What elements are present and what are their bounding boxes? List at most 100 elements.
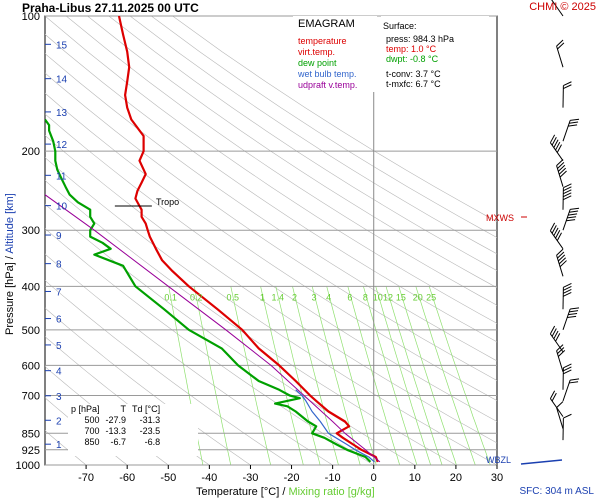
- level-stats-table: p [hPa] T Td [°C] 500 -27.9 -31.3 700 -1…: [68, 404, 163, 448]
- surface-elevation: SFC: 304 m ASL: [519, 486, 594, 497]
- series-temperature: [117, 16, 379, 463]
- mixing-ratio-label: 12: [383, 292, 393, 302]
- mixing-ratio-label: 3: [312, 292, 317, 302]
- legend-item-virt-temp: virt.temp.: [298, 47, 336, 57]
- wind-barb-staff: [549, 142, 564, 161]
- altitude-tick-label: 5: [56, 341, 62, 352]
- wind-barb-flag: [563, 84, 572, 90]
- x-tick-label: 30: [491, 472, 503, 484]
- table-row: 850 -6.7 -6.8: [68, 437, 163, 448]
- dry-adiabat: [45, 113, 497, 422]
- stats-cell: -23.5: [139, 426, 161, 436]
- x-tick-label: -40: [201, 472, 217, 484]
- wind-barb-staff: [549, 0, 564, 17]
- wind-barb: [556, 344, 566, 372]
- mixing-ratio-label: 10: [373, 292, 383, 302]
- credit: CHMI © 2025: [529, 1, 596, 13]
- wind-barb-flag: [558, 167, 567, 175]
- wind-barb: [556, 39, 565, 68]
- wind-barb-flag: [555, 230, 561, 239]
- wind-barb-flag: [557, 349, 566, 357]
- wind-barb-flag: [556, 401, 564, 409]
- altitude-tick-label: 3: [56, 392, 62, 403]
- legend-item-temperature: temperature: [298, 36, 347, 46]
- surface-tconv: t-conv: 3.7 °C: [386, 69, 441, 79]
- pressure-tick-label: 400: [22, 281, 40, 293]
- mixing-ratio-label: 1: [260, 292, 265, 302]
- altitude-tick-label: 7: [56, 287, 62, 298]
- x-tick-label: -60: [119, 472, 135, 484]
- stats-cell: -31.3: [139, 415, 161, 425]
- temperature-tick-labels: -70 -60 -50 -40 -30 -20 -10 0 10 20 30: [78, 465, 503, 484]
- wind-barb-staff: [562, 308, 571, 330]
- wind-barb-flag: [551, 392, 557, 402]
- wind-barb-flag: [556, 159, 564, 167]
- wind-barb-flag: [553, 227, 559, 236]
- y-axis-label: Pressure [hPa] / Altitude [km]: [4, 193, 16, 335]
- wind-barb-flag: [551, 137, 557, 146]
- mixing-ratio-label: 6: [347, 292, 352, 302]
- stats-cell: 700: [84, 426, 100, 436]
- wind-barb-flag: [557, 164, 566, 172]
- surface-tmxfc: t-mxfc: 6.7 °C: [386, 79, 441, 89]
- legend-item-dew-point: dew point: [298, 58, 337, 68]
- wind-barb: [562, 282, 572, 310]
- mixing-ratio-label: 4: [326, 292, 331, 302]
- chart-title: Praha-Libus 27.11.2025 00 UTC: [22, 1, 199, 15]
- wind-barb-staff: [556, 407, 564, 429]
- x-tick-label: -50: [160, 472, 176, 484]
- wind-barb-flag: [570, 378, 580, 381]
- wind-barb-flag: [563, 189, 572, 195]
- wind-barb-flag: [557, 42, 565, 50]
- series-wet-bulb-temp: [295, 389, 375, 463]
- mixing-ratio-label: 0.1: [164, 292, 177, 302]
- wind-barb-staff: [562, 120, 571, 142]
- wind-barb-staff: [556, 255, 564, 277]
- y-axis-label-pressure: Pressure [hPa]: [4, 262, 16, 335]
- altitude-tick-label: 8: [56, 260, 62, 271]
- wind-barb: [549, 222, 564, 250]
- x-tick-label: -70: [78, 472, 94, 484]
- wind-barb-flag: [563, 288, 572, 294]
- surface-wind-marker: [520, 459, 563, 465]
- stats-header-td: Td [°C]: [132, 404, 161, 414]
- wind-barb-flag: [556, 144, 562, 153]
- wind-barb-staff: [549, 230, 564, 250]
- pressure-tick-label: 200: [22, 146, 40, 158]
- wind-barb-flag: [557, 251, 565, 259]
- wind-barb-flag: [563, 285, 572, 291]
- dry-adiabat: [45, 53, 497, 362]
- x-tick-label: 20: [450, 472, 462, 484]
- stats-header-row: p [hPa] T Td [°C]: [68, 404, 163, 415]
- wind-barb-flag: [563, 413, 572, 419]
- wind-barb-flag: [557, 254, 566, 262]
- x-axis-label-sep: /: [279, 486, 289, 498]
- altitude-tick-label: 2: [56, 416, 62, 427]
- altitude-tick-label: 10: [56, 202, 68, 213]
- wind-barb-staff: [556, 165, 564, 187]
- dry-adiabat: [45, 16, 497, 324]
- level-stats: p [hPa] T Td [°C] 500 -27.9 -31.3 700 -1…: [68, 404, 198, 456]
- pressure-tick-labels: 100 200 300 400 500 600 700 850 925 1000: [16, 11, 40, 472]
- stats-cell: -27.9: [105, 415, 127, 425]
- altitude-tick-label: 15: [56, 40, 68, 51]
- x-tick-label: 0: [371, 472, 377, 484]
- profiles: [45, 16, 381, 463]
- legend-item-updraft: udpraft v.temp.: [298, 80, 358, 90]
- wind-barb-flag: [553, 139, 559, 148]
- wind-barb-flag: [567, 216, 577, 219]
- dry-adiabat: [129, 16, 497, 255]
- wind-barb-flag: [563, 183, 572, 189]
- mixing-ratio-label: 8: [363, 292, 368, 302]
- wind-barb: [562, 363, 572, 390]
- wind-barb-flag: [568, 312, 578, 316]
- pressure-tick-label: 100: [22, 11, 40, 23]
- altitude-tick-label: 9: [56, 231, 62, 242]
- altitude-tick-label: 4: [56, 367, 62, 378]
- wind-barb-flag: [566, 219, 576, 222]
- wind-barb-staff: [556, 46, 564, 68]
- mixing-ratio-label: 1.4: [272, 292, 285, 302]
- wind-barb-flag: [570, 207, 580, 210]
- wind-barb: [562, 118, 580, 142]
- mixing-ratio-label: 0.5: [227, 292, 240, 302]
